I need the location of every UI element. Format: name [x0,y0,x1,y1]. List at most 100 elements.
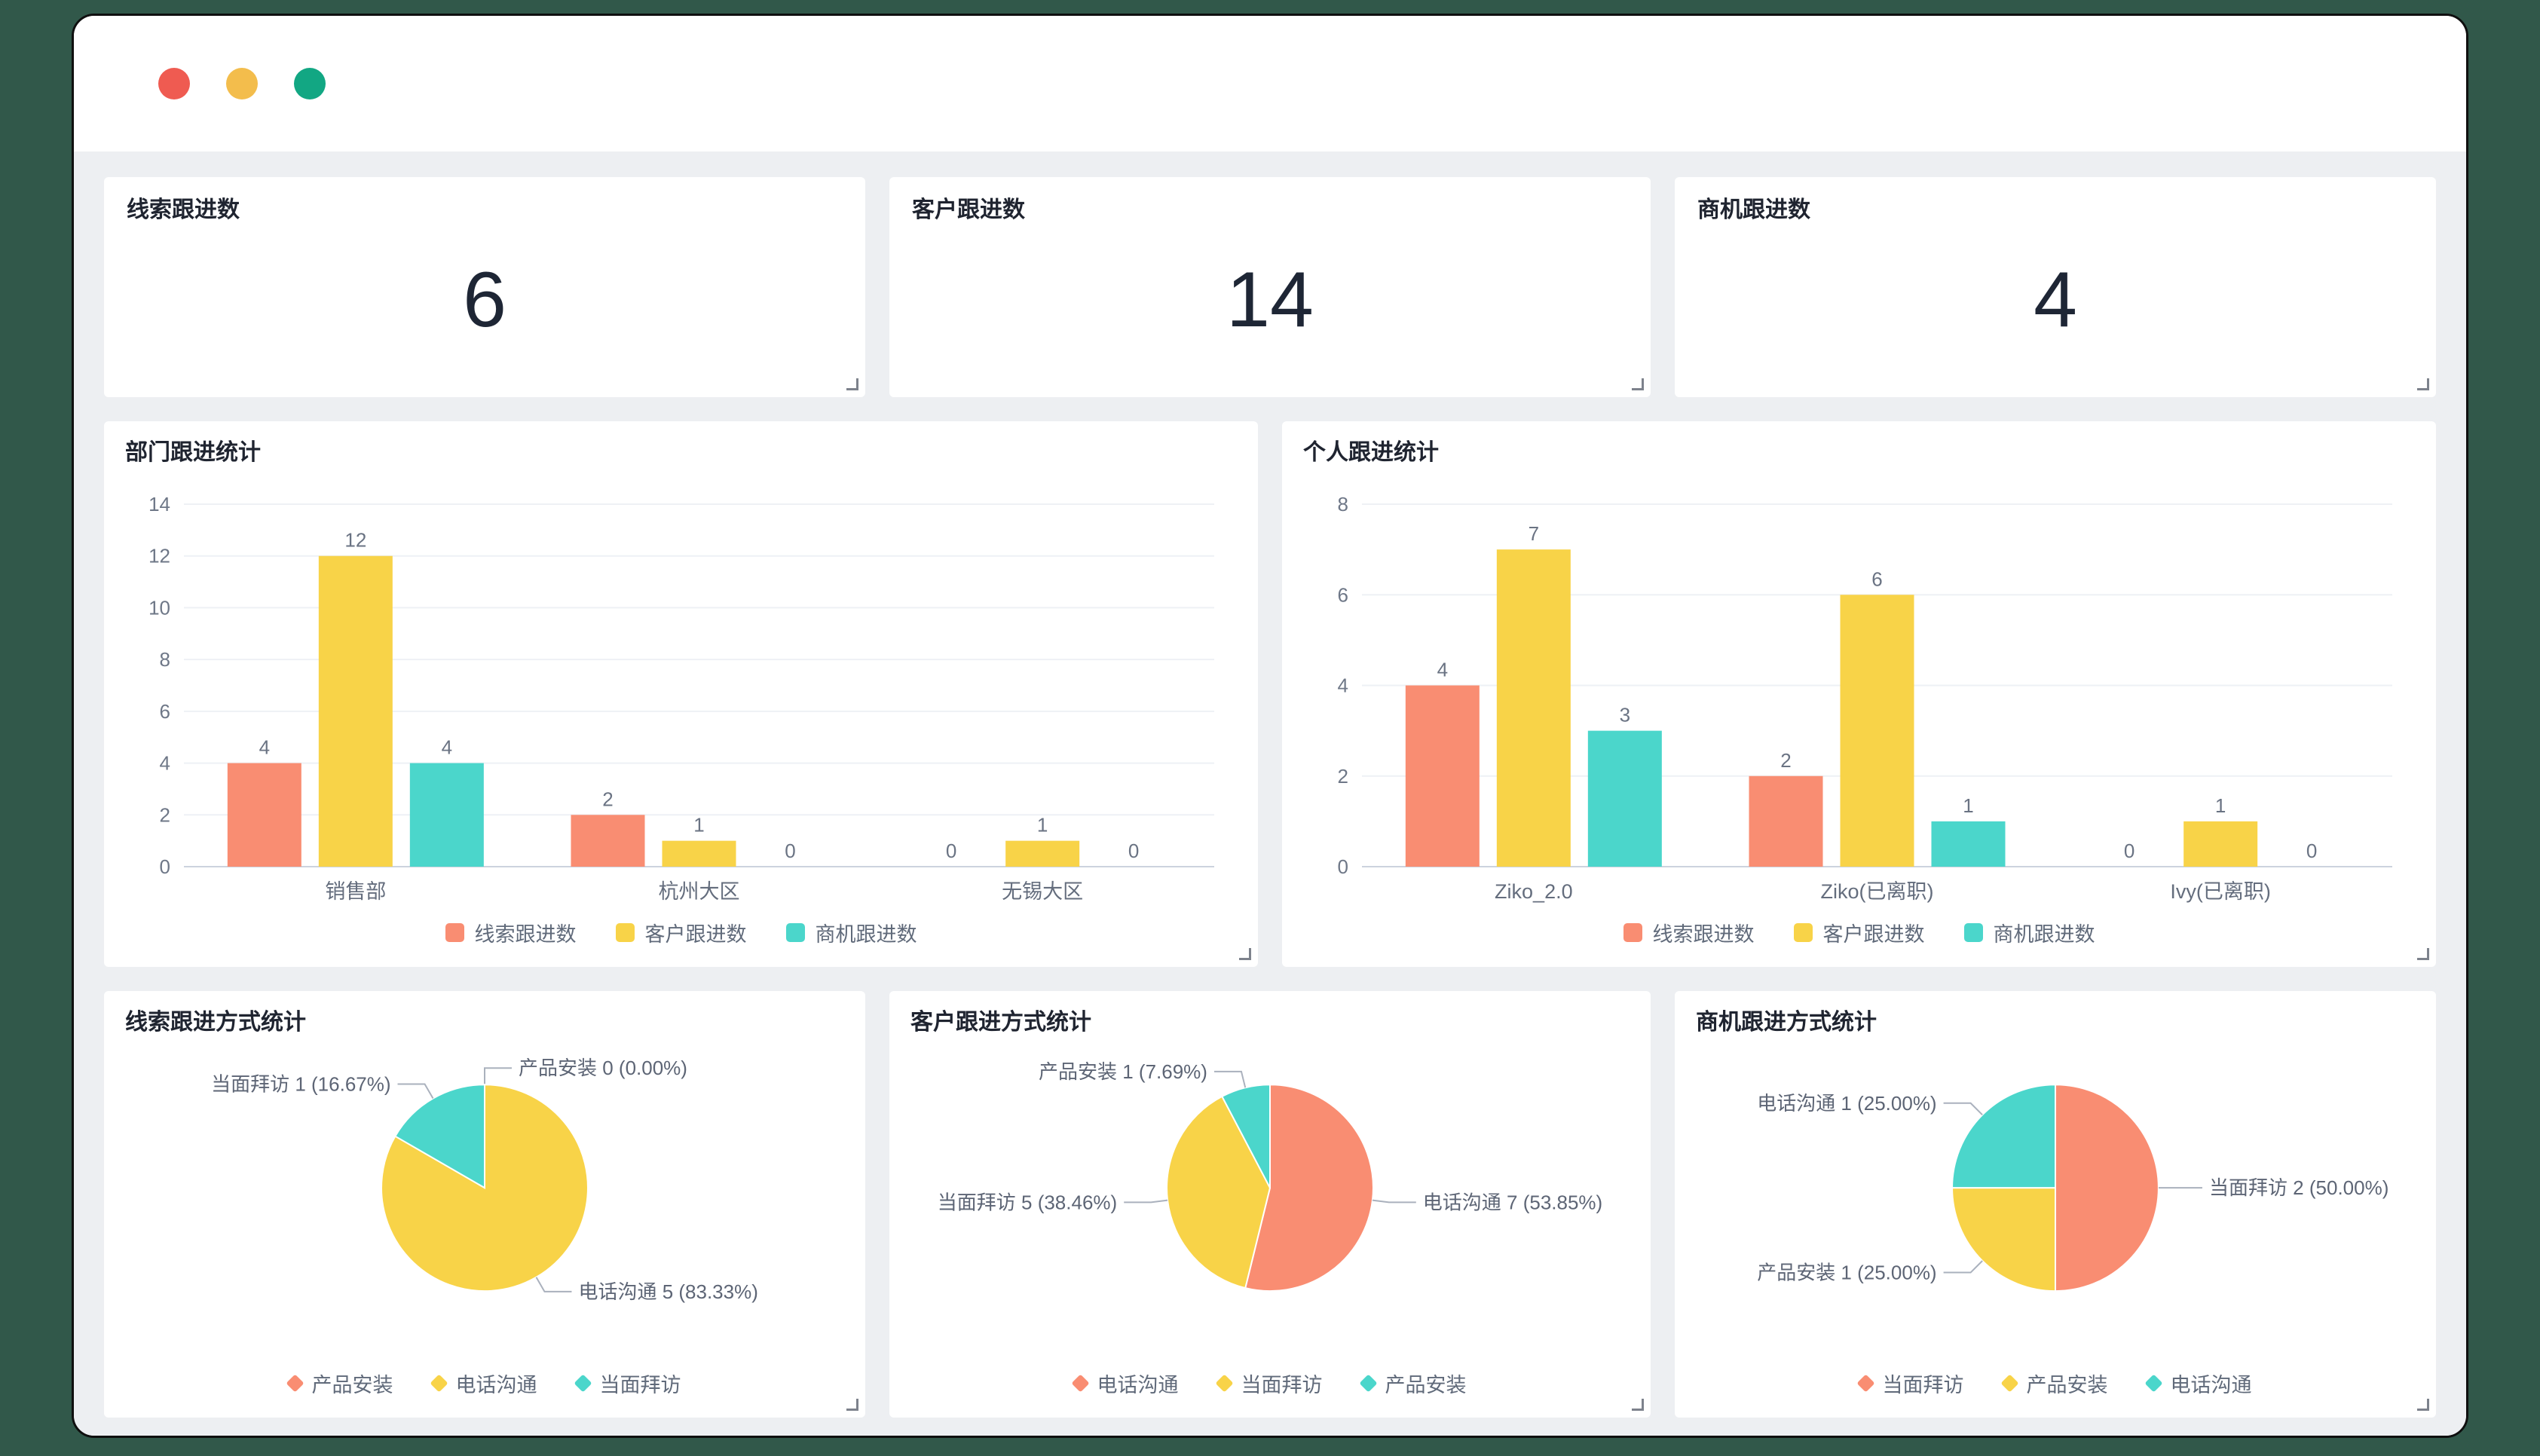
pie-chart-canvas[interactable]: 当面拜访 2 (50.00%) 产品安装 1 (25.00%) 电话沟通 1 (25… [1696,1036,2415,1359]
legend-swatch-icon [785,922,805,942]
svg-text:1: 1 [1963,794,1973,817]
minimize-button-icon[interactable] [226,68,258,99]
pie-chart-canvas[interactable]: 电话沟通 7 (53.85%) 当面拜访 5 (38.46%) 产品安装 1 (7.… [910,1036,1630,1359]
bar-chart-canvas[interactable]: 0 2 4 6 8 10 12 14 销售部 4 12 4 杭州大区 2 1 0 无锡大区 0 1 0 [125,466,1237,908]
svg-text:12: 12 [148,545,170,567]
legend-item[interactable]: 电话沟通 [429,1369,537,1398]
svg-text:0: 0 [160,855,170,878]
svg-text:7: 7 [1529,522,1539,545]
legend-swatch-icon [2144,1373,2163,1393]
svg-text:10: 10 [148,596,170,619]
legend-item[interactable]: 商机跟进数 [785,918,917,947]
svg-text:4: 4 [1338,674,1348,697]
legend-swatch-icon [1963,922,1983,942]
legend-swatch-icon [1214,1373,1234,1393]
legend-label: 线索跟进数 [474,922,577,946]
legend-label: 产品安装 [2026,1373,2108,1396]
legend-item[interactable]: 产品安装 [2000,1369,2108,1398]
svg-text:当面拜访 2 (50.00%): 当面拜访 2 (50.00%) [2209,1176,2389,1199]
legend-label: 当面拜访 [599,1373,681,1396]
svg-text:0: 0 [785,840,795,862]
resize-handle-icon[interactable] [2417,1399,2429,1411]
window-titlebar [74,16,2466,151]
legend-item[interactable]: 客户跟进数 [1793,918,1925,947]
svg-text:2: 2 [602,788,613,810]
svg-text:4: 4 [160,752,170,775]
chart-legend: 线索跟进数 客户跟进数 商机跟进数 [1303,908,2415,956]
svg-text:Ivy(已离职): Ivy(已离职) [2170,880,2270,903]
svg-text:12: 12 [344,529,366,552]
svg-text:当面拜访 1 (16.67%): 当面拜访 1 (16.67%) [211,1072,390,1095]
legend-item[interactable]: 当面拜访 [1856,1369,1964,1398]
svg-text:产品安装 1 (25.00%): 产品安装 1 (25.00%) [1757,1262,1936,1284]
svg-text:0: 0 [2124,840,2135,862]
svg-text:0: 0 [1338,855,1348,878]
legend-item[interactable]: 当面拜访 [1214,1369,1323,1398]
legend-swatch-icon [429,1373,448,1393]
svg-text:0: 0 [2306,840,2317,862]
svg-text:电话沟通 7 (53.85%): 电话沟通 7 (53.85%) [1423,1191,1602,1213]
svg-text:无锡大区: 无锡大区 [1002,880,1083,903]
resize-handle-icon[interactable] [1632,378,1644,390]
legend-label: 客户跟进数 [644,922,747,946]
kpi-card-leads: 线索跟进数 6 [104,177,865,397]
svg-text:Ziko_2.0: Ziko_2.0 [1495,880,1573,903]
chart-title: 商机跟进方式统计 [1696,1010,1877,1035]
legend-label: 电话沟通 [2170,1373,2252,1396]
chart-legend: 电话沟通 当面拜访 产品安装 [910,1359,1630,1407]
resize-handle-icon[interactable] [846,378,858,390]
legend-item[interactable]: 电话沟通 [2144,1369,2252,1398]
legend-label: 客户跟进数 [1822,922,1925,946]
legend-swatch-icon [1793,922,1813,942]
svg-text:1: 1 [2215,794,2226,817]
legend-item[interactable]: 当面拜访 [573,1369,681,1398]
resize-handle-icon[interactable] [2417,948,2429,960]
resize-handle-icon[interactable] [2417,378,2429,390]
zoom-button-icon[interactable] [294,68,326,99]
pie-chart-svg: 产品安装 0 (0.00%) 电话沟通 5 (83.33%) 当面拜访 1 (16.… [211,1057,758,1303]
svg-text:销售部: 销售部 [325,880,386,903]
svg-text:8: 8 [160,648,170,671]
svg-text:产品安装 1 (7.69%): 产品安装 1 (7.69%) [1039,1060,1207,1083]
close-button-icon[interactable] [158,68,190,99]
kpi-value: 14 [1226,255,1314,344]
legend-swatch-icon [285,1373,304,1393]
legend-label: 当面拜访 [1882,1373,1964,1396]
chart-title: 个人跟进统计 [1303,440,1439,465]
resize-handle-icon[interactable] [1239,948,1251,960]
legend-item[interactable]: 商机跟进数 [1963,918,2095,947]
resize-handle-icon[interactable] [1632,1399,1644,1411]
chart-legend: 产品安装 电话沟通 当面拜访 [125,1359,844,1407]
legend-item[interactable]: 线索跟进数 [1623,918,1755,947]
card-title: 商机跟进数 [1697,197,1810,222]
chart-legend: 线索跟进数 客户跟进数 商机跟进数 [125,908,1237,956]
chart-title: 客户跟进方式统计 [910,1010,1091,1035]
chart-title: 线索跟进方式统计 [125,1010,306,1035]
legend-item[interactable]: 线索跟进数 [445,918,577,947]
svg-text:当面拜访 5 (38.46%): 当面拜访 5 (38.46%) [938,1191,1117,1213]
legend-swatch-icon [615,922,635,942]
chart-card-personal: 个人跟进统计 0 2 4 6 8 Ziko_2.0 4 7 3 Ziko(已离职) 2 6 1 Ivy(已… [1282,421,2436,967]
bar-chart-canvas[interactable]: 0 2 4 6 8 Ziko_2.0 4 7 3 Ziko(已离职) 2 6 1 Ivy(已离职) 0 1 0 [1303,466,2415,908]
legend-label: 商机跟进数 [815,922,917,946]
svg-text:2: 2 [1338,765,1348,788]
svg-text:14: 14 [148,493,170,515]
svg-text:6: 6 [1338,583,1348,606]
svg-text:3: 3 [1620,704,1630,726]
svg-text:2: 2 [160,803,170,826]
legend-item[interactable]: 电话沟通 [1070,1369,1179,1398]
kpi-card-customers: 客户跟进数 14 [889,177,1651,397]
kpi-value: 6 [463,255,506,344]
legend-item[interactable]: 产品安装 [1358,1369,1467,1398]
svg-text:6: 6 [1871,567,1882,590]
resize-handle-icon[interactable] [846,1399,858,1411]
pie-chart-canvas[interactable]: 产品安装 0 (0.00%) 电话沟通 5 (83.33%) 当面拜访 1 (16.… [125,1036,844,1359]
legend-swatch-icon [445,922,464,942]
svg-text:4: 4 [259,736,270,759]
svg-text:1: 1 [693,814,704,837]
card-title: 客户跟进数 [912,197,1025,222]
legend-item[interactable]: 客户跟进数 [615,918,747,947]
legend-item[interactable]: 产品安装 [285,1369,393,1398]
svg-text:电话沟通 1 (25.00%): 电话沟通 1 (25.00%) [1757,1092,1936,1115]
svg-text:1: 1 [1037,814,1048,837]
